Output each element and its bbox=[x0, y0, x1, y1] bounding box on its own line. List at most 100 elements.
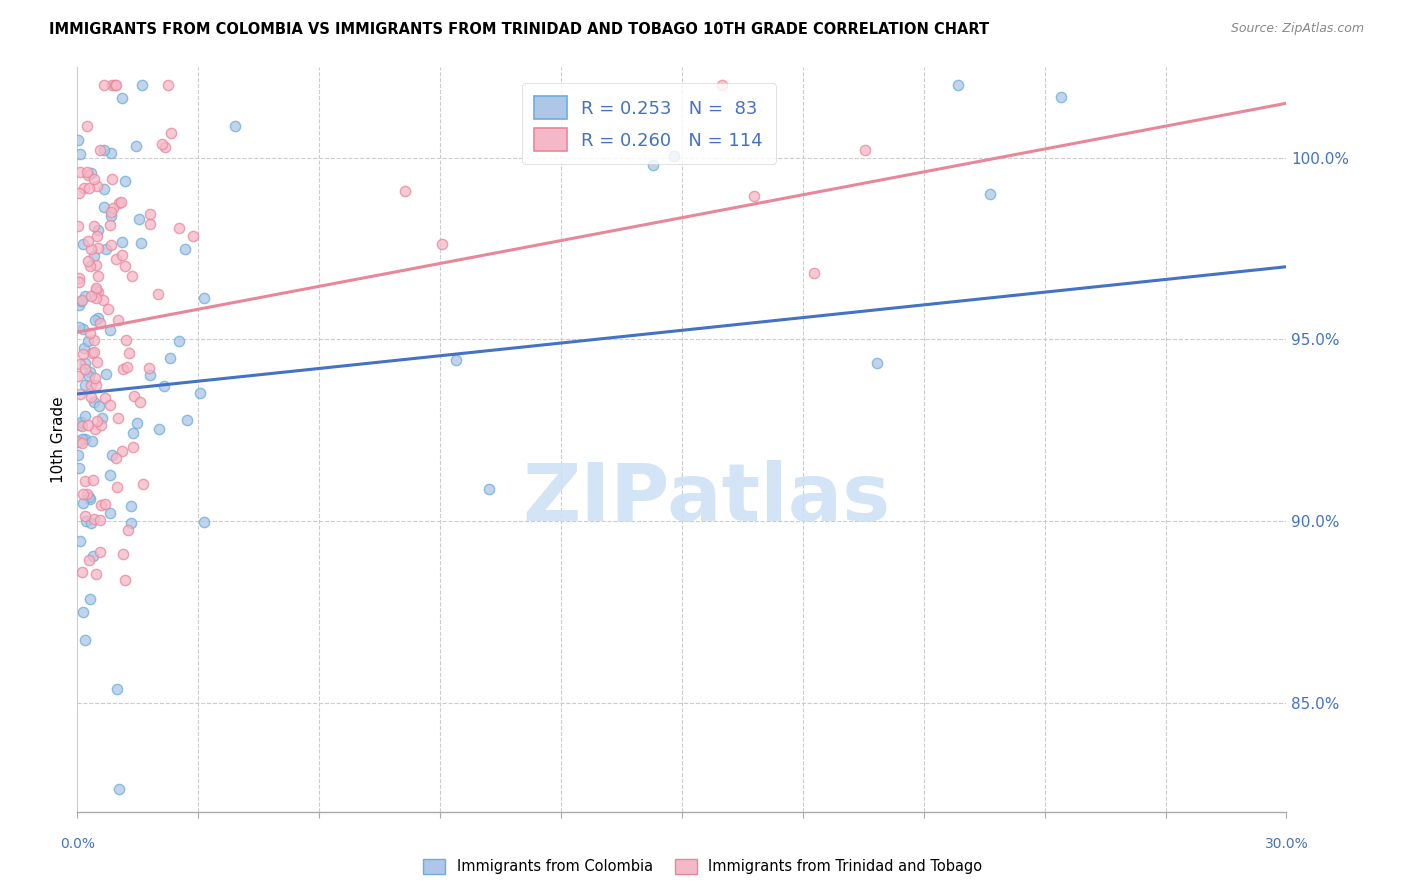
Point bbox=[91, 293, 114, 308]
Point bbox=[193, 291, 215, 305]
Point bbox=[100, 506, 122, 520]
Point bbox=[112, 362, 135, 376]
Point bbox=[103, 201, 125, 215]
Point bbox=[710, 78, 733, 92]
Point bbox=[73, 633, 96, 648]
Point bbox=[72, 322, 94, 336]
Point bbox=[75, 509, 97, 524]
Point bbox=[105, 682, 128, 697]
Point bbox=[69, 186, 91, 200]
Point bbox=[181, 228, 204, 243]
Point bbox=[97, 301, 120, 316]
Point bbox=[70, 416, 93, 430]
Point bbox=[69, 357, 91, 371]
Point bbox=[115, 333, 138, 347]
Point bbox=[87, 241, 110, 255]
Point bbox=[75, 514, 97, 528]
Point bbox=[83, 344, 105, 359]
Point bbox=[80, 516, 103, 531]
Point bbox=[72, 347, 94, 361]
Point bbox=[75, 289, 97, 303]
Point bbox=[69, 387, 91, 401]
Point bbox=[84, 283, 107, 297]
Point bbox=[111, 248, 134, 262]
Point bbox=[83, 334, 105, 348]
Point bbox=[69, 147, 91, 161]
Point bbox=[105, 252, 128, 266]
Point bbox=[664, 149, 686, 163]
Point bbox=[104, 451, 127, 466]
Point bbox=[77, 334, 100, 348]
Point bbox=[131, 235, 153, 250]
Point bbox=[107, 313, 129, 327]
Point bbox=[100, 78, 122, 92]
Point bbox=[77, 234, 100, 248]
Point bbox=[79, 259, 101, 273]
Point bbox=[139, 368, 162, 382]
Point bbox=[89, 316, 111, 330]
Point bbox=[114, 259, 136, 273]
Point bbox=[84, 291, 107, 305]
Point bbox=[69, 418, 91, 433]
Point bbox=[79, 288, 101, 302]
Point bbox=[93, 200, 115, 214]
Point bbox=[90, 418, 112, 433]
Point bbox=[79, 490, 101, 504]
Point bbox=[853, 143, 876, 157]
Point bbox=[100, 205, 122, 219]
Point bbox=[79, 326, 101, 340]
Point bbox=[117, 523, 139, 537]
Point bbox=[125, 139, 148, 153]
Point bbox=[1049, 90, 1071, 104]
Point bbox=[67, 460, 90, 475]
Point bbox=[111, 235, 134, 250]
Point bbox=[86, 414, 108, 428]
Point bbox=[70, 436, 93, 450]
Point bbox=[80, 242, 103, 256]
Point bbox=[72, 487, 94, 501]
Point bbox=[153, 140, 176, 154]
Point bbox=[111, 91, 134, 105]
Point bbox=[69, 293, 91, 308]
Point bbox=[188, 386, 211, 401]
Point bbox=[86, 229, 108, 244]
Point bbox=[159, 351, 181, 365]
Point bbox=[94, 242, 117, 256]
Point bbox=[167, 334, 190, 348]
Point bbox=[979, 187, 1001, 202]
Point bbox=[76, 487, 98, 501]
Y-axis label: 10th Grade: 10th Grade bbox=[51, 396, 66, 483]
Point bbox=[156, 78, 179, 92]
Point bbox=[108, 196, 131, 211]
Point bbox=[643, 158, 665, 172]
Point bbox=[82, 549, 104, 563]
Point bbox=[83, 512, 105, 526]
Point bbox=[75, 361, 97, 376]
Point bbox=[131, 78, 153, 92]
Point bbox=[120, 516, 142, 531]
Point bbox=[67, 435, 90, 450]
Point bbox=[80, 346, 103, 360]
Point bbox=[83, 172, 105, 186]
Point bbox=[121, 269, 143, 284]
Point bbox=[148, 287, 170, 301]
Point bbox=[110, 195, 132, 210]
Point bbox=[67, 298, 90, 312]
Point bbox=[93, 181, 115, 195]
Point bbox=[86, 259, 108, 273]
Point bbox=[76, 165, 98, 179]
Point bbox=[139, 217, 162, 231]
Point bbox=[91, 410, 114, 425]
Point bbox=[150, 137, 173, 152]
Point bbox=[122, 440, 145, 454]
Point bbox=[76, 119, 98, 133]
Point bbox=[193, 515, 215, 529]
Point bbox=[77, 368, 100, 383]
Point bbox=[224, 119, 246, 133]
Point bbox=[946, 78, 969, 92]
Point bbox=[98, 219, 121, 233]
Point bbox=[100, 467, 122, 482]
Point bbox=[167, 221, 190, 235]
Point bbox=[89, 399, 111, 413]
Point bbox=[98, 323, 121, 337]
